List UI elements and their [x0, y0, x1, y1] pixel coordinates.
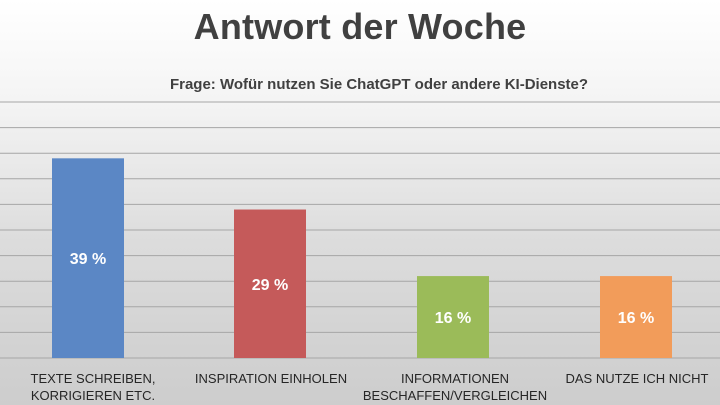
category-label-0: TEXTE SCHREIBEN, KORRIGIEREN ETC. — [30, 371, 156, 403]
category-label-3: DAS NUTZE ICH NICHT — [565, 371, 709, 386]
bar-1 — [234, 209, 306, 358]
category-label-2: INFORMATIONEN BESCHAFFEN/VERGLEICHEN — [362, 371, 548, 403]
data-labels: 39 % 29 % 16 % 16 % — [70, 251, 654, 327]
bar-3 — [600, 276, 672, 358]
data-label-1: 29 % — [252, 277, 288, 294]
bar-2 — [417, 276, 489, 358]
bar-0 — [52, 158, 124, 358]
bars — [52, 158, 672, 358]
data-label-2: 16 % — [435, 310, 471, 327]
data-label-3: 16 % — [618, 310, 654, 327]
data-label-0: 39 % — [70, 251, 106, 268]
chart-title: Antwort der Woche — [193, 6, 527, 47]
category-label-1: INSPIRATION EINHOLEN — [194, 371, 348, 386]
chart-subtitle: Frage: Wofür nutzen Sie ChatGPT oder and… — [169, 76, 589, 93]
